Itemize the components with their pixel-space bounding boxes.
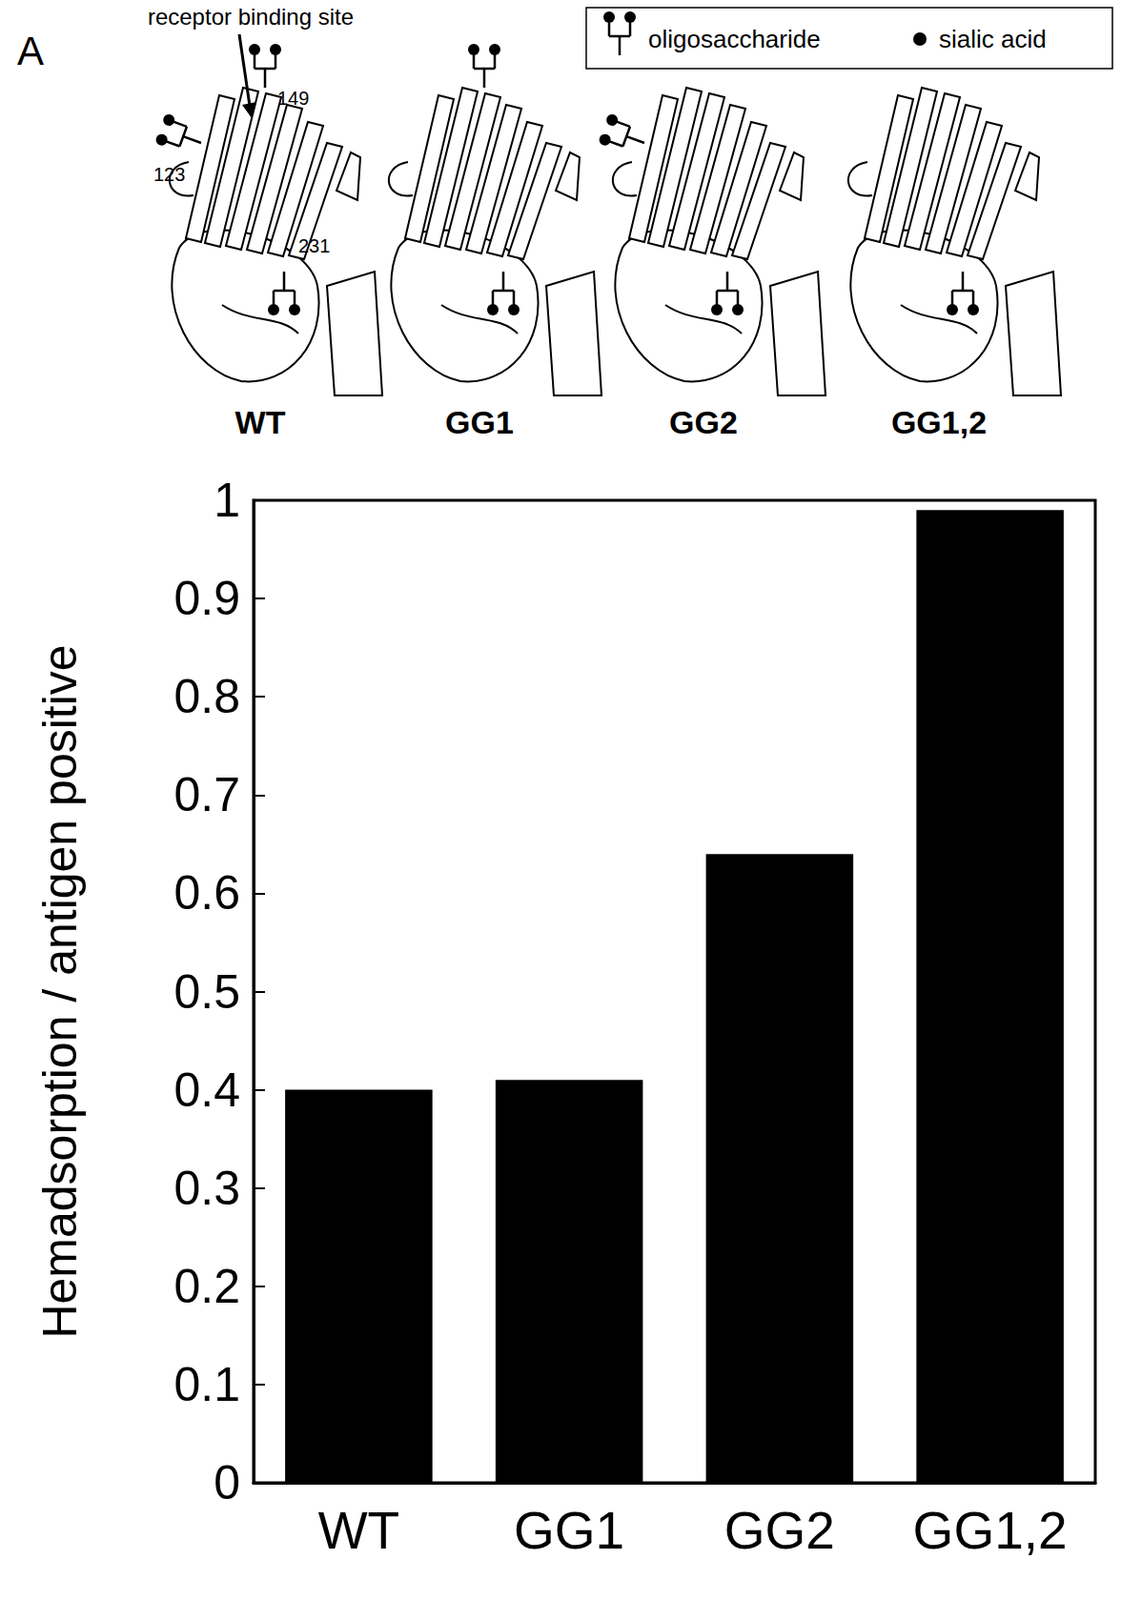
svg-text:GG1,2: GG1,2 xyxy=(913,1501,1068,1561)
svg-text:GG2: GG2 xyxy=(724,1501,836,1561)
svg-text:0.9: 0.9 xyxy=(173,571,241,626)
svg-text:0.8: 0.8 xyxy=(173,670,241,724)
svg-text:oligosaccharide: oligosaccharide xyxy=(648,24,821,54)
svg-text:231: 231 xyxy=(298,235,330,257)
svg-text:0.3: 0.3 xyxy=(173,1161,241,1216)
svg-text:1: 1 xyxy=(213,473,241,528)
svg-text:0.6: 0.6 xyxy=(173,866,241,920)
svg-text:WT: WT xyxy=(318,1501,401,1561)
svg-text:149: 149 xyxy=(277,87,309,109)
svg-text:123: 123 xyxy=(153,163,185,185)
svg-text:receptor binding site: receptor binding site xyxy=(147,3,354,30)
svg-text:0.4: 0.4 xyxy=(173,1063,241,1118)
svg-text:GG1: GG1 xyxy=(513,1501,625,1561)
svg-text:0.2: 0.2 xyxy=(173,1260,241,1314)
svg-text:Hemadsorption / antigen positi: Hemadsorption / antigen positive xyxy=(33,644,87,1339)
svg-text:GG2: GG2 xyxy=(669,404,738,441)
svg-text:0.1: 0.1 xyxy=(173,1358,241,1412)
svg-text:A: A xyxy=(17,28,44,74)
svg-text:sialic acid: sialic acid xyxy=(938,24,1047,54)
svg-text:GG1: GG1 xyxy=(445,404,514,441)
svg-text:0: 0 xyxy=(213,1456,241,1510)
svg-text:0.7: 0.7 xyxy=(173,768,241,822)
svg-text:GG1,2: GG1,2 xyxy=(891,404,987,441)
svg-text:0.5: 0.5 xyxy=(173,965,241,1020)
svg-text:WT: WT xyxy=(235,404,286,441)
